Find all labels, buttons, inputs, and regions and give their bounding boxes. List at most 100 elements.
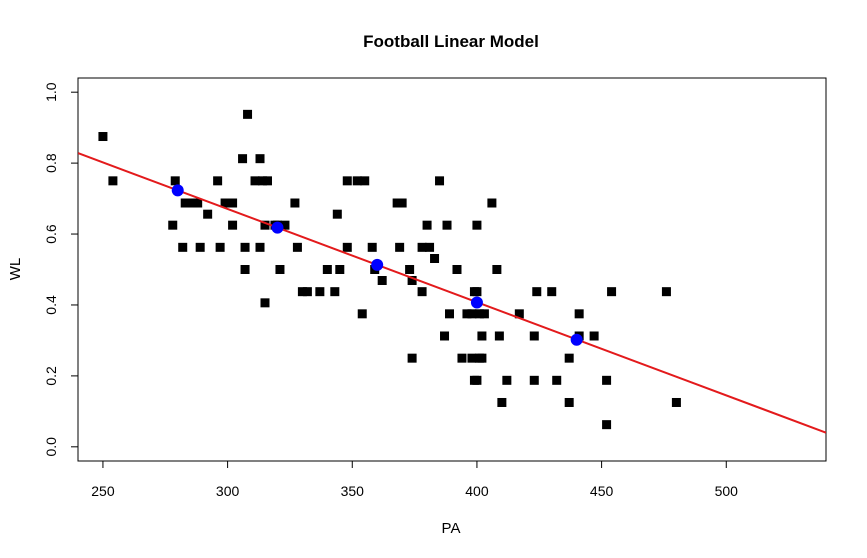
y-tick-label: 0.2	[43, 366, 59, 386]
data-point	[255, 154, 265, 164]
data-point	[477, 353, 487, 363]
data-point	[203, 209, 213, 219]
data-point	[98, 132, 108, 142]
data-point	[352, 176, 362, 186]
data-point	[422, 220, 432, 230]
y-tick-label: 0.4	[43, 295, 59, 315]
chart-title: Football Linear Model	[363, 32, 539, 51]
data-point	[342, 242, 352, 252]
data-point	[240, 265, 250, 274]
data-point	[238, 154, 248, 164]
data-point	[193, 198, 203, 208]
data-point	[108, 176, 118, 186]
data-point	[472, 375, 482, 385]
data-point	[547, 287, 557, 297]
data-point	[260, 298, 270, 308]
data-point	[275, 265, 285, 274]
data-point	[228, 220, 238, 230]
data-point	[435, 176, 445, 186]
data-point	[407, 275, 417, 285]
data-point	[602, 420, 612, 430]
y-tick-label: 1.0	[43, 82, 59, 102]
data-point	[532, 287, 542, 297]
data-point	[514, 309, 524, 319]
data-point	[215, 242, 225, 252]
data-point	[479, 309, 489, 319]
data-point	[407, 353, 417, 363]
data-point	[452, 265, 462, 274]
data-point	[367, 242, 377, 252]
data-point	[243, 109, 253, 119]
x-tick-label: 400	[465, 483, 489, 499]
data-point	[472, 287, 482, 297]
data-point	[574, 309, 584, 319]
plot-frame	[77, 77, 827, 462]
y-axis-label: WL	[7, 258, 24, 281]
data-point	[425, 242, 435, 252]
data-point	[357, 309, 367, 319]
data-point	[392, 198, 402, 208]
data-point	[502, 375, 512, 385]
data-point	[492, 265, 502, 274]
data-point	[213, 176, 223, 186]
predicted-point	[570, 333, 583, 346]
data-point	[297, 287, 307, 297]
data-point	[445, 309, 455, 319]
y-tick-label: 0.8	[43, 153, 59, 173]
x-tick-label: 500	[715, 483, 739, 499]
data-point	[467, 353, 477, 363]
predicted-point	[271, 221, 284, 234]
data-point	[360, 176, 370, 186]
data-point	[250, 176, 260, 186]
data-point	[178, 242, 188, 252]
predicted-point	[171, 184, 184, 197]
data-point	[529, 331, 539, 341]
data-point	[589, 331, 599, 341]
data-point	[292, 242, 302, 252]
data-point	[472, 220, 482, 230]
data-point	[168, 220, 178, 230]
data-point	[477, 331, 487, 341]
data-point	[332, 209, 342, 219]
data-point	[564, 397, 574, 407]
data-point	[180, 198, 190, 208]
data-point	[255, 242, 265, 252]
data-point	[260, 220, 270, 230]
data-point	[607, 287, 617, 297]
y-axis: 0.0 0.2 0.4 0.6 0.8 1.0	[43, 82, 79, 457]
y-tick-label: 0.0	[43, 437, 59, 457]
data-point	[671, 397, 681, 407]
predicted-point	[371, 258, 384, 271]
plot-area	[77, 77, 827, 462]
data-point	[335, 265, 345, 274]
data-point	[280, 220, 290, 230]
data-point	[377, 275, 387, 285]
y-tick-label: 0.6	[43, 224, 59, 244]
data-point	[315, 287, 325, 297]
data-point	[397, 198, 407, 208]
data-point	[188, 198, 198, 208]
data-point	[330, 287, 340, 297]
data-point	[457, 353, 467, 363]
data-point	[258, 176, 268, 186]
data-point	[240, 242, 250, 252]
data-point	[302, 287, 312, 297]
data-point	[322, 265, 332, 274]
data-point	[395, 242, 405, 252]
data-point	[430, 254, 440, 264]
data-point	[529, 375, 539, 385]
data-point	[564, 353, 574, 363]
data-point	[552, 375, 562, 385]
data-point	[661, 287, 671, 297]
data-point	[220, 198, 230, 208]
predicted-point	[470, 296, 483, 309]
data-point	[442, 220, 452, 230]
data-point	[405, 265, 415, 274]
data-point	[440, 331, 450, 341]
data-point	[290, 198, 300, 208]
data-point	[228, 198, 238, 208]
x-tick-label: 350	[341, 483, 365, 499]
data-point	[487, 198, 497, 208]
data-point	[497, 397, 507, 407]
